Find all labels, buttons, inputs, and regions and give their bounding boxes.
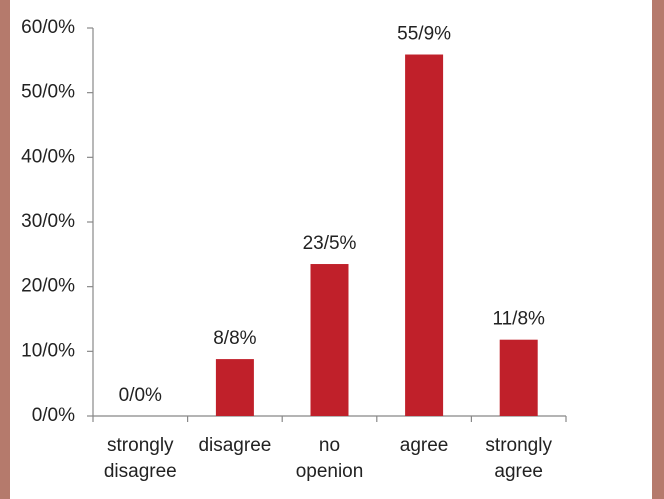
y-tick-label: 10/0% — [21, 340, 75, 361]
y-tick-label: 40/0% — [21, 146, 75, 167]
x-tick-label: no openion — [296, 435, 364, 482]
value-label: 8/8% — [213, 328, 256, 349]
bar — [310, 264, 349, 416]
bar — [499, 339, 538, 416]
x-tick-label: strongly agree — [485, 435, 552, 482]
value-label: 11/8% — [492, 309, 545, 330]
y-tick-label: 60/0% — [21, 17, 75, 38]
value-label: 55/9% — [397, 24, 451, 45]
value-label: 23/5% — [303, 233, 357, 254]
value-label: 0/0% — [119, 385, 162, 406]
x-tick-label: disagree — [198, 435, 271, 456]
y-tick-label: 30/0% — [21, 211, 75, 232]
y-tick-label: 0/0% — [32, 405, 75, 426]
y-tick-label: 20/0% — [21, 276, 75, 297]
x-tick-label: agree — [400, 435, 449, 456]
x-tick-label: strongly disagree — [104, 435, 177, 482]
bar — [215, 359, 254, 416]
bar — [405, 54, 444, 416]
y-tick-label: 50/0% — [21, 82, 75, 103]
